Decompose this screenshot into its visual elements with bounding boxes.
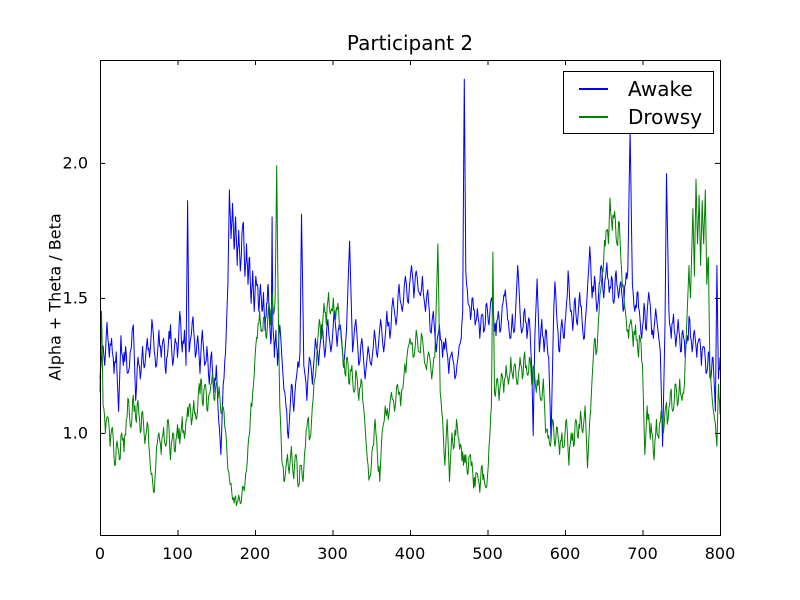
- svg-text:400: 400: [395, 544, 426, 563]
- drowsy-line-swatch: [579, 116, 608, 118]
- svg-text:200: 200: [240, 544, 271, 563]
- legend-entry-drowsy: Drowsy: [579, 103, 713, 131]
- y-axis-label: Alpha + Theta / Beta: [45, 213, 65, 381]
- chart-title: Participant 2: [346, 31, 474, 55]
- svg-text:700: 700: [627, 544, 658, 563]
- awake-line-swatch: [579, 88, 608, 90]
- svg-text:500: 500: [472, 544, 503, 563]
- drowsy-series-line: [99, 165, 721, 507]
- legend: Awake Drowsy: [563, 71, 714, 134]
- drowsy-legend-label: Drowsy: [628, 105, 703, 129]
- svg-text:1.0: 1.0: [63, 423, 88, 442]
- svg-text:0: 0: [95, 544, 105, 563]
- svg-text:600: 600: [550, 544, 581, 563]
- svg-text:1.5: 1.5: [63, 288, 88, 307]
- svg-text:100: 100: [162, 544, 193, 563]
- svg-text:800: 800: [705, 544, 736, 563]
- svg-text:2.0: 2.0: [63, 153, 88, 172]
- x-axis: 0 100 200 300 400 500 600 700 800: [95, 60, 735, 563]
- legend-entry-awake: Awake: [579, 75, 713, 103]
- awake-series-line: [99, 78, 721, 455]
- y-axis: 1.0 1.5 2.0: [63, 153, 720, 442]
- svg-text:300: 300: [317, 544, 348, 563]
- awake-legend-label: Awake: [628, 77, 693, 101]
